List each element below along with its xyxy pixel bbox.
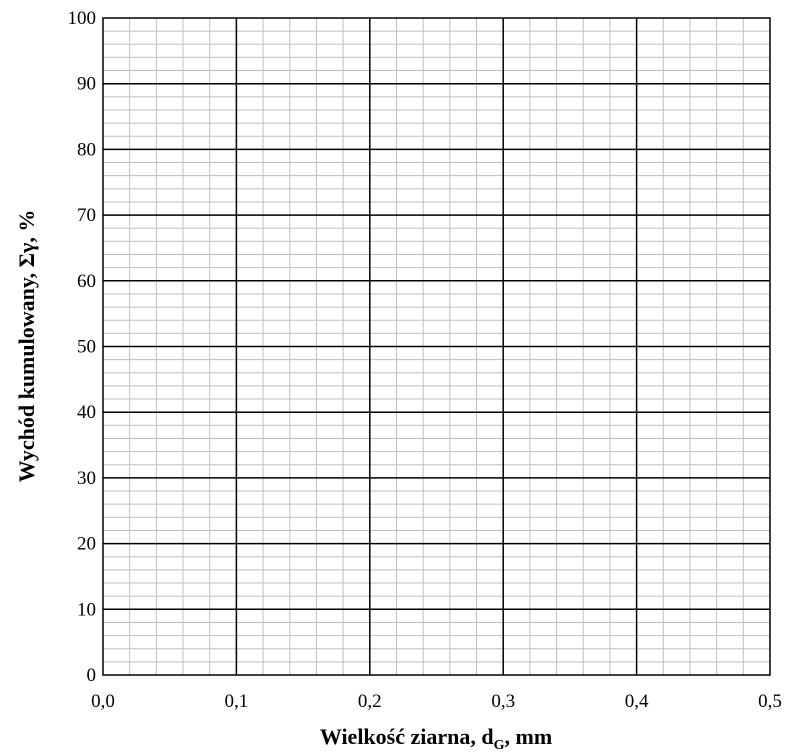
y-tick-label: 50 — [77, 337, 96, 358]
y-tick-label: 70 — [77, 205, 96, 226]
y-tick-label: 20 — [77, 534, 96, 555]
y-tick-label: 0 — [87, 665, 97, 686]
y-tick-labels: 0 10 20 30 40 50 60 70 80 90 100 — [68, 8, 97, 686]
major-grid — [103, 18, 770, 675]
x-axis-title-unit: , mm — [505, 724, 553, 749]
plot-frame — [102, 17, 771, 676]
y-tick-label: 60 — [77, 271, 96, 292]
y-tick-label: 100 — [68, 8, 97, 29]
x-tick-label: 0,1 — [225, 691, 249, 712]
y-axis-title: Wychód kumulowany, Σγ, % — [14, 210, 39, 483]
y-tick-label: 30 — [77, 468, 96, 489]
x-tick-labels: 0,0 0,1 0,2 0,3 0,4 0,5 — [91, 691, 782, 712]
x-tick-label: 0,4 — [625, 691, 649, 712]
x-axis-title-main: Wielkość ziarna, d — [320, 724, 494, 749]
y-tick-label: 90 — [77, 74, 96, 95]
y-tick-label: 10 — [77, 599, 96, 620]
x-tick-label: 0,5 — [758, 691, 782, 712]
x-tick-label: 0,0 — [91, 691, 115, 712]
x-tick-label: 0,3 — [491, 691, 515, 712]
x-axis-title-subscript: G — [494, 738, 505, 753]
x-tick-label: 0,2 — [358, 691, 382, 712]
y-tick-label: 40 — [77, 402, 96, 423]
y-tick-label: 80 — [77, 139, 96, 160]
x-axis-title: Wielkość ziarna, dG, mm — [320, 724, 552, 753]
